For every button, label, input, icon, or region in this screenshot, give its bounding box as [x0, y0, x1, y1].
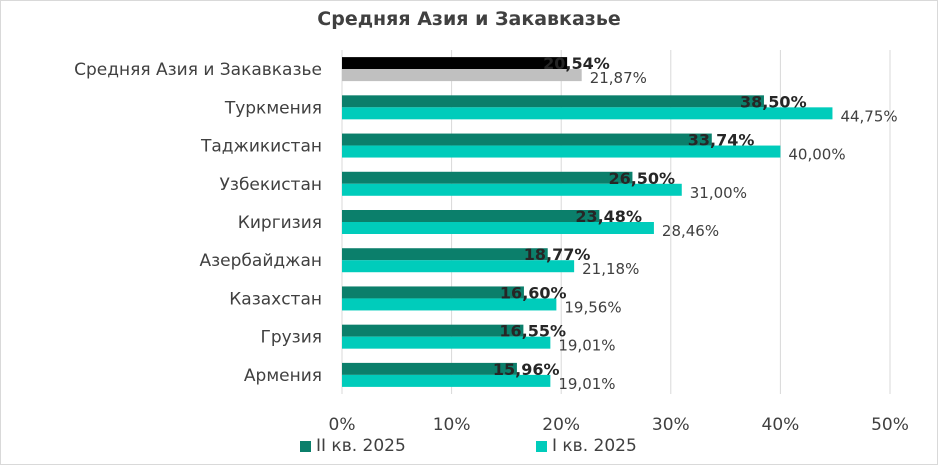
- legend: II кв. 2025 I кв. 2025: [300, 436, 720, 460]
- bars: [342, 57, 833, 387]
- data-label-series-1-8: 15,96%: [493, 360, 560, 379]
- chart-title: Средняя Азия и Закавказье: [317, 8, 621, 30]
- legend-item-series-2: I кв. 2025: [536, 436, 637, 456]
- bar-series-2-1: [342, 107, 833, 120]
- category-label-0: Средняя Азия и Закавказье: [74, 60, 322, 80]
- x-tick-label-4: 40%: [762, 415, 800, 435]
- data-label-series-2-4: 28,46%: [662, 222, 719, 240]
- category-label-1: Туркмения: [224, 98, 322, 118]
- x-tick-labels: 0% 10% 20% 30% 40% 50%: [329, 415, 909, 435]
- bar-series-1-5: [342, 248, 548, 261]
- category-label-6: Казахстан: [229, 289, 322, 309]
- data-label-series-2-5: 21,18%: [582, 260, 639, 278]
- bar-series-1-3: [342, 171, 633, 184]
- bar-series-1-8: [342, 362, 517, 375]
- category-label-7: Грузия: [260, 328, 322, 348]
- data-label-series-2-7: 19,01%: [558, 337, 615, 355]
- legend-item-series-1: II кв. 2025: [300, 436, 406, 456]
- data-label-series-1-0: 20,54%: [543, 54, 610, 73]
- data-labels: 20,54%21,87% 38,50% 44,75% 33,74% 40,00% 26,5…: [493, 54, 898, 393]
- bar-series-2-6: [342, 298, 557, 311]
- category-label-5: Азербайджан: [200, 251, 322, 271]
- bar-series-2-5: [342, 260, 575, 273]
- legend-swatch-series-1: [300, 440, 311, 452]
- bar-series-2-2: [342, 145, 781, 158]
- data-label-series-1-2: 33,74%: [688, 131, 755, 150]
- data-label-series-1-6: 16,60%: [500, 283, 567, 302]
- bar-series-1-4: [342, 210, 600, 222]
- bar-series-2-0: [342, 69, 582, 82]
- category-label-3: Узбекистан: [220, 175, 322, 195]
- bar-series-2-4: [342, 222, 654, 234]
- data-label-series-2-0: 21,87%: [590, 69, 647, 87]
- data-label-series-2-2: 40,00%: [788, 146, 845, 164]
- x-tick-label-0: 0%: [329, 415, 356, 435]
- bar-series-1-7: [342, 324, 524, 337]
- bar-series-1-0: [342, 57, 568, 70]
- data-label-series-1-4: 23,48%: [575, 207, 642, 226]
- category-label-2: Таджикистан: [200, 137, 322, 157]
- x-tick-label-1: 10%: [433, 415, 471, 435]
- bar-series-2-3: [342, 183, 682, 196]
- bar-series-2-7: [342, 336, 551, 349]
- legend-label-series-1: II кв. 2025: [316, 436, 406, 456]
- x-tick-label-3: 30%: [652, 415, 690, 435]
- data-label-series-2-3: 31,00%: [690, 184, 747, 202]
- legend-label-series-2: I кв. 2025: [552, 436, 637, 456]
- bar-series-1-6: [342, 286, 524, 299]
- x-tick-label-5: 50%: [871, 415, 909, 435]
- data-label-series-1-7: 16,55%: [499, 322, 566, 341]
- bar-series-2-8: [342, 374, 551, 387]
- category-label-4: Киргизия: [238, 213, 322, 233]
- data-label-series-1-1: 38,50%: [740, 92, 807, 111]
- bar-series-1-1: [342, 95, 764, 108]
- legend-swatch-series-2: [536, 440, 547, 452]
- data-label-series-2-8: 19,01%: [558, 375, 615, 393]
- data-label-series-2-6: 19,56%: [564, 298, 621, 316]
- x-tick-label-2: 20%: [542, 415, 580, 435]
- category-labels: Средняя Азия и Закавказье Туркмения Таджик…: [74, 60, 322, 386]
- data-label-series-1-5: 18,77%: [524, 245, 591, 264]
- data-label-series-1-3: 26,50%: [608, 169, 675, 188]
- bar-series-1-2: [342, 133, 712, 146]
- data-label-series-2-1: 44,75%: [840, 107, 897, 125]
- category-label-8: Армения: [244, 366, 322, 386]
